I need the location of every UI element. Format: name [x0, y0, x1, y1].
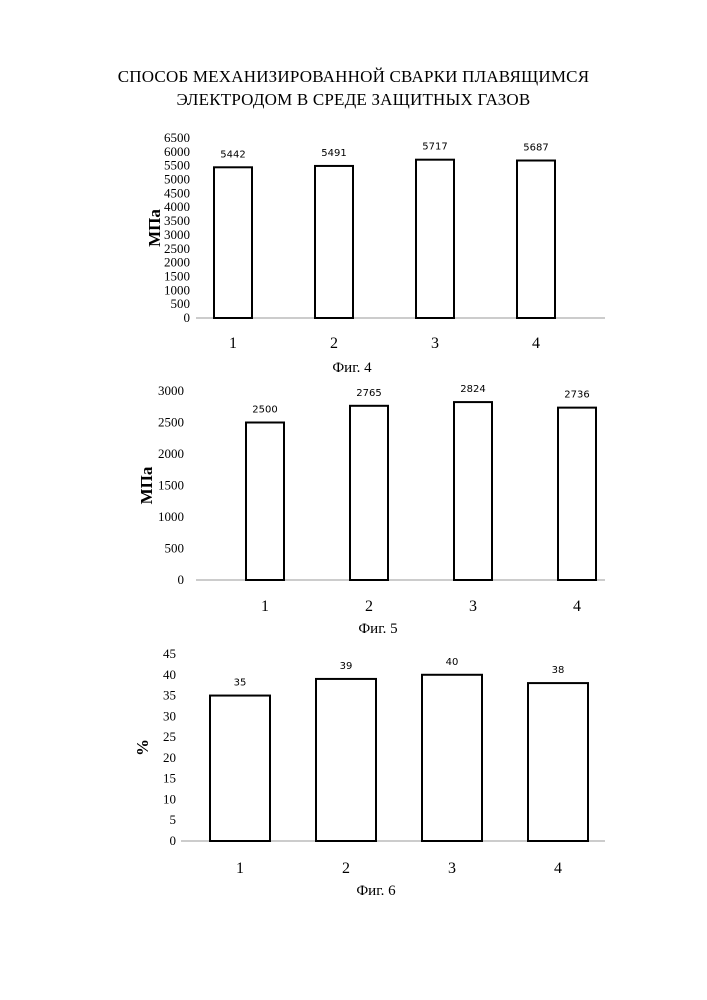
y-tick-label: 2500 — [158, 415, 184, 430]
bar — [557, 406, 597, 581]
y-tick-label: 5000 — [164, 172, 190, 187]
y-axis-label: % — [133, 739, 152, 756]
figure-caption: Фиг. 4 — [332, 360, 372, 376]
y-tick-label: 3000 — [164, 227, 190, 242]
data-label: 2736 — [564, 390, 589, 401]
data-label: 2765 — [356, 388, 381, 399]
data-label: 5687 — [523, 143, 548, 154]
data-label: 35 — [234, 678, 247, 689]
data-label: 5442 — [220, 149, 245, 160]
y-tick-label: 1000 — [164, 282, 190, 297]
y-tick-label: 40 — [163, 667, 176, 682]
data-label: 2824 — [460, 384, 485, 395]
figure-caption: Фиг. 5 — [358, 621, 397, 637]
category-label: 1 — [261, 598, 269, 615]
category-label: 2 — [330, 335, 338, 352]
y-tick-label: 2500 — [164, 241, 190, 256]
y-tick-label: 25 — [163, 729, 176, 744]
y-tick-label: 1500 — [164, 268, 190, 283]
y-tick-label: 0 — [184, 310, 191, 325]
category-label: 4 — [573, 598, 581, 615]
data-label: 38 — [552, 665, 565, 676]
category-label: 3 — [469, 598, 477, 615]
y-tick-label: 45 — [163, 646, 176, 661]
y-tick-label: 1500 — [158, 478, 184, 493]
y-tick-label: 0 — [170, 833, 177, 848]
data-label: 40 — [446, 657, 459, 668]
chart-fig-5: 0 500 1000 1500 2000 2500 3000 2500 1 2765 2 2824 3 2… — [137, 383, 605, 637]
y-axis-label: МПа — [145, 209, 164, 247]
y-tick-label: 35 — [163, 688, 176, 703]
bar — [453, 401, 493, 582]
figure-caption: Фиг. 6 — [356, 883, 396, 899]
y-tick-label: 3000 — [158, 383, 184, 398]
y-tick-label: 500 — [171, 296, 191, 311]
category-label: 1 — [236, 860, 244, 877]
category-label: 3 — [431, 335, 439, 352]
category-label: 4 — [532, 335, 540, 352]
y-tick-label: 30 — [163, 708, 176, 723]
y-tick-label: 4000 — [164, 199, 190, 214]
y-tick-label: 6000 — [164, 144, 190, 159]
bar — [213, 166, 253, 319]
y-tick-label: 1000 — [158, 509, 184, 524]
category-label: 1 — [229, 335, 237, 352]
y-tick-label: 5 — [170, 812, 177, 827]
data-label: 5491 — [321, 148, 346, 159]
chart-fig-6: 0 5 10 15 20 25 30 35 40 45 35 1 39 2 40 3 38 4% Фиг. 6 — [133, 646, 605, 899]
y-tick-label: 6500 — [164, 130, 190, 145]
bar — [516, 159, 556, 320]
bar — [314, 164, 354, 319]
chart-fig-4: 0500100015002000250030003500400045005000… — [145, 130, 605, 376]
data-label: 39 — [340, 661, 353, 672]
bar — [527, 682, 589, 843]
page-title-line-1: СПОСОБ МЕХАНИЗИРОВАННОЙ СВАРКИ ПЛАВЯЩИМС… — [117, 67, 590, 86]
category-label: 2 — [342, 860, 350, 877]
y-tick-label: 15 — [163, 771, 176, 786]
bar — [349, 404, 389, 582]
y-tick-label: 10 — [163, 791, 176, 806]
y-tick-label: 2000 — [164, 255, 190, 270]
bar — [245, 421, 285, 581]
y-tick-label: 2000 — [158, 446, 184, 461]
bar — [415, 158, 455, 320]
y-tick-label: 20 — [163, 750, 176, 765]
category-label: 2 — [365, 598, 373, 615]
y-tick-label: 5500 — [164, 158, 190, 173]
y-axis-label: МПа — [137, 466, 156, 504]
bar — [315, 677, 377, 842]
data-label: 5717 — [422, 142, 447, 153]
y-tick-label: 4500 — [164, 185, 190, 200]
category-label: 3 — [448, 860, 456, 877]
bar — [209, 694, 271, 842]
bar — [421, 673, 483, 843]
page-title-line-2: ЭЛЕКТРОДОМ В СРЕДЕ ЗАЩИТНЫХ ГАЗОВ — [176, 90, 531, 109]
y-tick-label: 500 — [165, 541, 185, 556]
category-label: 4 — [554, 860, 562, 877]
y-tick-label: 0 — [178, 572, 185, 587]
data-label: 2500 — [252, 405, 277, 416]
y-tick-label: 3500 — [164, 213, 190, 228]
